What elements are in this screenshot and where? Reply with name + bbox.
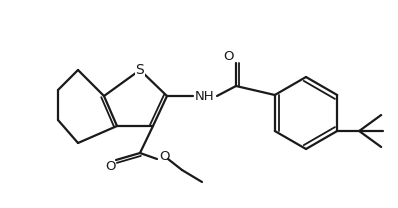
Text: S: S xyxy=(136,63,144,77)
Text: O: O xyxy=(160,151,170,163)
Text: NH: NH xyxy=(195,89,215,103)
Text: O: O xyxy=(223,51,233,63)
Text: O: O xyxy=(106,160,116,172)
